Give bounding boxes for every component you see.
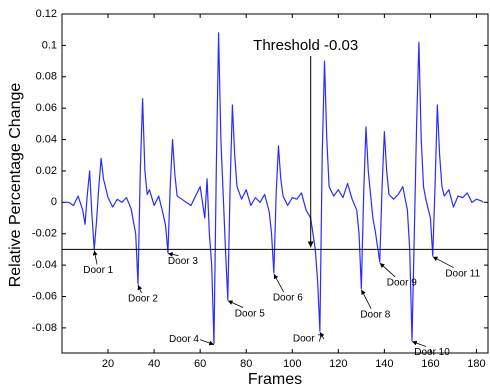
x-tick-label: 160 — [421, 358, 439, 370]
door-label: Door 3 — [168, 256, 198, 267]
x-tick-label: 60 — [194, 358, 206, 370]
door-label: Door 7 — [293, 334, 323, 345]
y-axis-title: Relative Percentage Change — [7, 83, 24, 288]
x-tick-label: 180 — [467, 358, 485, 370]
door-arrow — [432, 256, 454, 269]
y-tick-label: 0.1 — [42, 39, 57, 51]
plot-area — [61, 13, 489, 354]
y-tick-label: 0.06 — [36, 102, 57, 114]
x-axis-title: Frames — [248, 371, 302, 388]
x-tick-label: 20 — [102, 358, 114, 370]
y-tick-label: -0.02 — [32, 228, 57, 240]
door-label: Door 6 — [273, 293, 303, 304]
x-tick-label: 80 — [240, 358, 252, 370]
y-tick-label: 0.12 — [36, 8, 57, 20]
door-arrow — [379, 262, 396, 278]
door-arrow — [92, 250, 98, 265]
x-tick-label: 140 — [375, 358, 393, 370]
y-tick-label: -0.06 — [32, 290, 57, 302]
y-tick-label: 0.02 — [36, 165, 57, 177]
door-label: Door 9 — [387, 278, 417, 289]
door-label: Door 10 — [414, 347, 450, 358]
door-arrow — [227, 300, 244, 309]
door-arrow — [411, 340, 427, 347]
door-label: Door 8 — [360, 309, 390, 320]
door-arrow — [273, 273, 284, 293]
y-tick-label: 0.04 — [36, 133, 57, 145]
door-arrow — [360, 289, 372, 309]
door-label: Door 2 — [128, 294, 158, 305]
threshold-label: Threshold -0.03 — [253, 37, 358, 54]
x-tick-label: 40 — [148, 358, 160, 370]
y-tick-label: -0.08 — [32, 322, 57, 334]
door-arrow — [319, 331, 325, 340]
door-label: Door 11 — [445, 268, 480, 279]
door-label: Door 4 — [169, 334, 199, 345]
y-tick-label: 0 — [51, 196, 57, 208]
door-arrow — [199, 339, 215, 346]
x-tick-label: 120 — [329, 358, 347, 370]
door-arrow — [137, 284, 143, 294]
y-tick-label: 0.08 — [36, 71, 57, 83]
data-line — [64, 32, 484, 345]
x-tick-label: 100 — [283, 358, 301, 370]
door-label: Door 5 — [235, 308, 265, 319]
door-label: Door 1 — [83, 265, 113, 276]
door-arrow — [167, 252, 179, 257]
y-tick-label: -0.04 — [32, 259, 57, 271]
